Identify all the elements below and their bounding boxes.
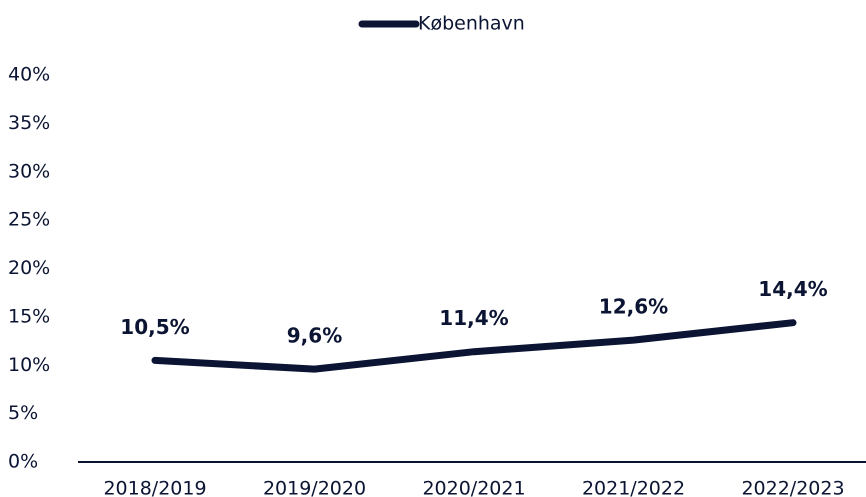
y-tick-label: 0%	[8, 451, 38, 473]
x-tick-label: 2019/2020	[263, 478, 366, 497]
data-label: 12,6%	[599, 295, 668, 319]
data-line	[151, 319, 797, 373]
y-tick-label: 20%	[8, 257, 50, 279]
x-tick-label: 2022/2023	[741, 478, 844, 497]
data-label: 11,4%	[439, 306, 508, 330]
y-tick-label: 10%	[8, 354, 50, 376]
data-label: 9,6%	[287, 324, 342, 348]
data-label: 10,5%	[120, 315, 189, 339]
x-tick-label: 2018/2019	[103, 478, 206, 497]
y-tick-label: 5%	[8, 402, 38, 424]
data-label: 14,4%	[758, 277, 827, 301]
y-tick-label: 30%	[8, 160, 50, 182]
y-tick-label: 15%	[8, 305, 50, 327]
y-tick-label: 25%	[8, 209, 50, 231]
x-tick-label: 2020/2021	[422, 478, 525, 497]
legend-label: København	[418, 13, 525, 35]
x-tick-label: 2021/2022	[582, 478, 685, 497]
y-tick-label: 35%	[8, 112, 50, 134]
y-tick-label: 40%	[8, 64, 50, 86]
